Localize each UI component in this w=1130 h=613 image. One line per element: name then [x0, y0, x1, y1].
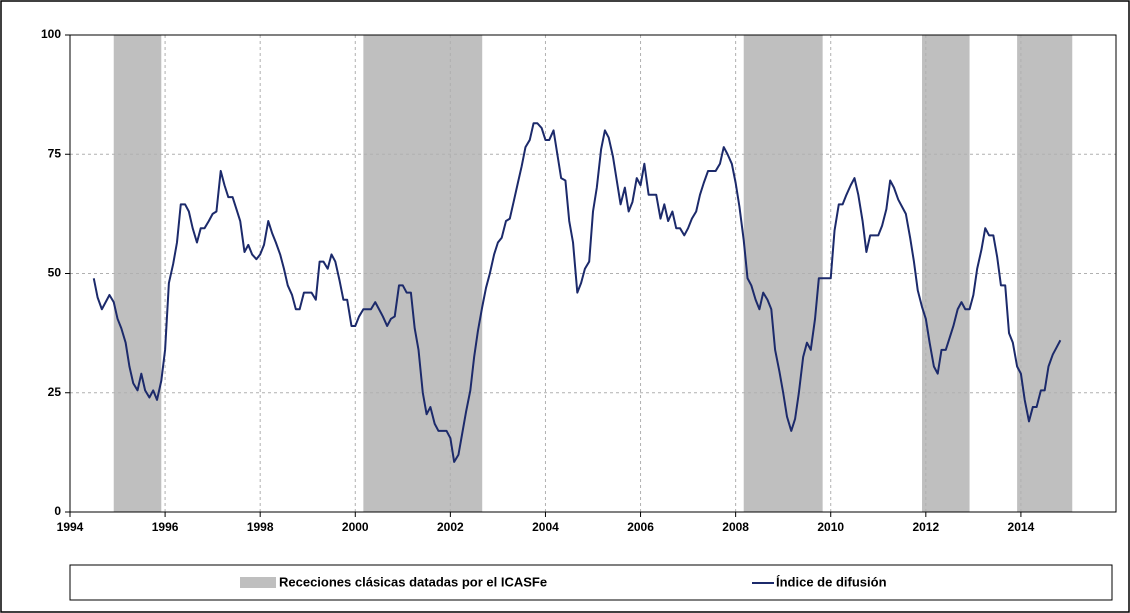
x-tick-label: 2012 — [912, 520, 939, 534]
y-tick-label: 50 — [48, 266, 62, 280]
x-tick-label: 2004 — [532, 520, 559, 534]
x-tick-label: 2010 — [817, 520, 844, 534]
legend-swatch — [240, 577, 276, 588]
y-tick-label: 0 — [54, 504, 61, 518]
x-tick-label: 2002 — [437, 520, 464, 534]
legend-label: Receciones clásicas datadas por el ICASF… — [279, 574, 547, 589]
x-tick-label: 1998 — [247, 520, 274, 534]
y-tick-label: 25 — [48, 385, 62, 399]
x-tick-label: 2014 — [1008, 520, 1035, 534]
legend-box — [69, 564, 1113, 601]
legend-label: Índice de difusión — [776, 574, 887, 589]
recession-band — [363, 35, 483, 512]
plot-area — [69, 34, 1117, 513]
x-tick-label: 2008 — [722, 520, 749, 534]
x-tick-label: 2006 — [627, 520, 654, 534]
x-tick-label: 1996 — [152, 520, 179, 534]
y-tick-label: 75 — [48, 146, 62, 160]
series-line — [92, 122, 1062, 463]
x-tick-label: 1994 — [57, 520, 84, 534]
y-tick-label: 100 — [41, 27, 61, 41]
x-tick-label: 2000 — [342, 520, 369, 534]
